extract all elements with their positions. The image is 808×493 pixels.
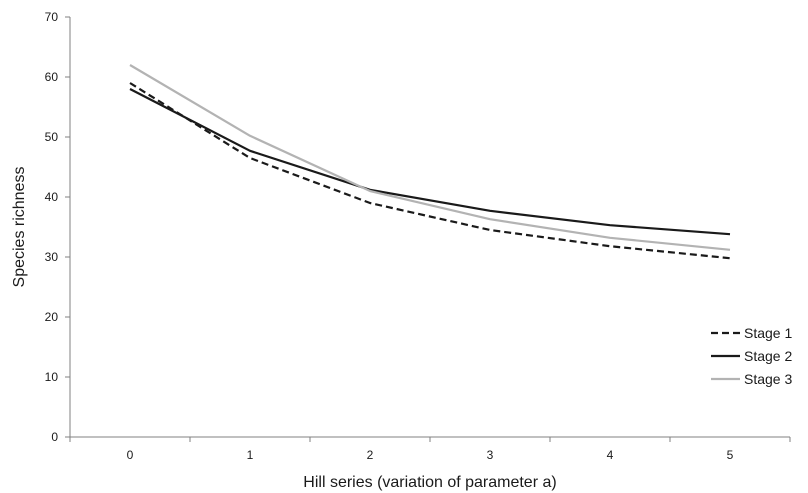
legend-label-2: Stage 2	[744, 348, 792, 364]
x-tick-label: 3	[487, 448, 494, 462]
y-tick-label: 70	[45, 10, 59, 24]
y-tick-label: 10	[45, 370, 59, 384]
legend-label-3: Stage 3	[744, 371, 792, 387]
series-lines	[129, 64, 731, 260]
x-tick-label: 5	[727, 448, 734, 462]
x-axis-title: Hill series (variation of parameter a)	[303, 474, 556, 491]
series-line-1	[129, 82, 731, 260]
legend: Stage 1 Stage 2 Stage 3	[711, 325, 792, 387]
legend-label-1: Stage 1	[744, 325, 792, 341]
y-tick-label: 60	[45, 70, 59, 84]
y-axis-title: Species richness	[11, 167, 28, 288]
x-tick-label: 0	[127, 448, 134, 462]
series-line-2	[129, 88, 731, 236]
x-tick-label: 1	[247, 448, 254, 462]
y-tick-label: 50	[45, 130, 59, 144]
axes: 0 10 20 30 40 50 60 70 0 1 2 3 4 5	[45, 10, 791, 462]
x-tick-label: 4	[607, 448, 614, 462]
y-tick-label: 30	[45, 250, 59, 264]
y-tick-label: 40	[45, 190, 59, 204]
y-tick-label: 20	[45, 310, 59, 324]
y-tick-label: 0	[51, 430, 58, 444]
x-tick-label: 2	[367, 448, 374, 462]
series-line-3	[129, 64, 731, 251]
